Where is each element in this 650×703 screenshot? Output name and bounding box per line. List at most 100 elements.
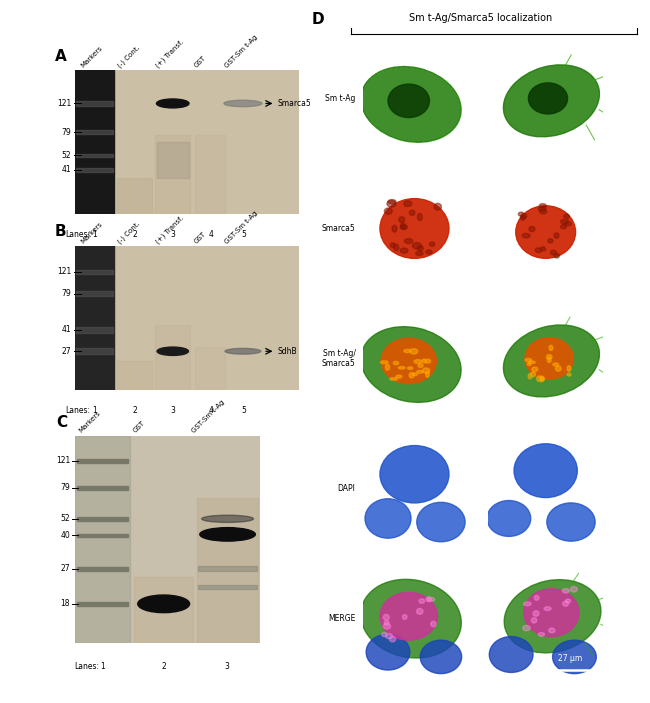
Text: Smarca5: Smarca5 — [278, 99, 311, 108]
Ellipse shape — [415, 251, 423, 255]
Ellipse shape — [384, 624, 391, 629]
Text: GST: GST — [132, 420, 146, 434]
Text: 79: 79 — [62, 128, 72, 137]
Ellipse shape — [400, 223, 406, 229]
Ellipse shape — [380, 198, 449, 259]
Ellipse shape — [527, 363, 531, 366]
Text: 3: 3 — [170, 231, 176, 239]
Ellipse shape — [425, 359, 431, 363]
Ellipse shape — [387, 200, 396, 207]
Ellipse shape — [361, 67, 461, 142]
Ellipse shape — [384, 614, 389, 620]
Ellipse shape — [434, 203, 441, 210]
Text: 40: 40 — [60, 531, 70, 540]
Bar — [195, 347, 225, 390]
Bar — [76, 101, 113, 106]
Bar — [134, 577, 193, 643]
Ellipse shape — [540, 376, 544, 382]
Text: 2: 2 — [161, 662, 166, 671]
Ellipse shape — [487, 501, 530, 536]
Ellipse shape — [540, 209, 547, 214]
Ellipse shape — [381, 338, 436, 384]
Ellipse shape — [548, 239, 553, 243]
Text: (-) Cont.: (-) Cont. — [116, 219, 141, 245]
Ellipse shape — [553, 363, 558, 366]
Ellipse shape — [562, 588, 569, 593]
Text: 1: 1 — [92, 231, 97, 239]
Bar — [77, 517, 129, 521]
Bar — [76, 168, 113, 172]
Ellipse shape — [366, 634, 410, 670]
Ellipse shape — [531, 618, 537, 623]
Ellipse shape — [547, 503, 595, 541]
Ellipse shape — [570, 586, 577, 592]
Ellipse shape — [361, 579, 462, 658]
Ellipse shape — [563, 601, 569, 606]
Text: GST-Sm t-Ag: GST-Sm t-Ag — [224, 34, 259, 69]
Ellipse shape — [549, 628, 555, 633]
Text: 27 μm: 27 μm — [558, 654, 582, 663]
Ellipse shape — [422, 368, 430, 373]
Ellipse shape — [138, 595, 190, 612]
Ellipse shape — [417, 214, 422, 221]
Text: DAPI: DAPI — [338, 484, 356, 493]
Bar — [75, 70, 114, 214]
Bar — [155, 325, 190, 390]
Ellipse shape — [157, 99, 189, 108]
Ellipse shape — [402, 614, 407, 619]
Ellipse shape — [384, 621, 389, 625]
Ellipse shape — [382, 633, 387, 636]
Ellipse shape — [408, 367, 413, 370]
Text: 3: 3 — [170, 406, 176, 415]
Bar — [77, 602, 129, 606]
Ellipse shape — [489, 637, 533, 672]
Bar — [77, 458, 129, 463]
Ellipse shape — [394, 244, 398, 251]
Ellipse shape — [541, 247, 545, 251]
Text: B: B — [55, 224, 66, 240]
Ellipse shape — [409, 373, 414, 378]
Ellipse shape — [224, 101, 262, 107]
Text: 4: 4 — [209, 231, 214, 239]
Ellipse shape — [417, 246, 423, 251]
Ellipse shape — [361, 327, 461, 402]
Bar — [155, 135, 190, 214]
Text: 5: 5 — [242, 231, 246, 239]
Ellipse shape — [537, 376, 542, 382]
Ellipse shape — [401, 225, 408, 229]
Text: Smarca5: Smarca5 — [322, 224, 356, 233]
Ellipse shape — [522, 233, 530, 238]
Bar — [77, 567, 129, 571]
Text: 41: 41 — [62, 165, 72, 174]
Ellipse shape — [417, 608, 423, 614]
Text: D: D — [312, 12, 324, 27]
Ellipse shape — [564, 222, 571, 226]
Text: 2: 2 — [133, 406, 137, 415]
Ellipse shape — [414, 360, 422, 363]
Ellipse shape — [430, 242, 435, 247]
Ellipse shape — [552, 640, 596, 673]
Ellipse shape — [390, 243, 395, 247]
Ellipse shape — [419, 599, 424, 603]
Ellipse shape — [418, 363, 423, 368]
Ellipse shape — [515, 206, 576, 259]
Ellipse shape — [396, 375, 402, 378]
Text: SdhB: SdhB — [278, 347, 297, 356]
Ellipse shape — [532, 367, 538, 371]
Bar — [195, 135, 225, 214]
Text: Sm t-Ag/
Smarca5: Sm t-Ag/ Smarca5 — [322, 349, 356, 368]
Ellipse shape — [523, 626, 530, 631]
Ellipse shape — [514, 444, 577, 498]
Bar — [75, 246, 114, 390]
Ellipse shape — [428, 598, 435, 601]
Ellipse shape — [534, 595, 539, 600]
Ellipse shape — [567, 366, 571, 371]
Bar — [157, 142, 189, 179]
Ellipse shape — [426, 372, 429, 378]
Ellipse shape — [412, 243, 421, 249]
Ellipse shape — [547, 357, 551, 363]
Ellipse shape — [525, 337, 573, 380]
Ellipse shape — [389, 378, 398, 380]
Ellipse shape — [538, 633, 545, 636]
Ellipse shape — [412, 373, 417, 375]
